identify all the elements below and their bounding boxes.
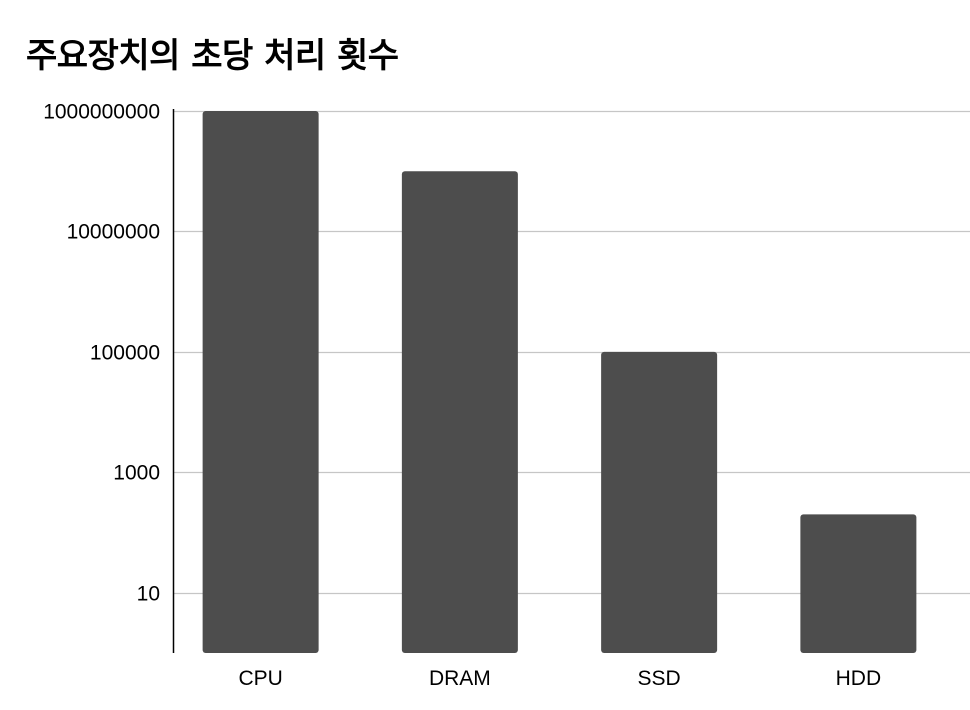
y-tick-label: 10000000 — [67, 221, 160, 244]
bars — [202, 111, 917, 653]
x-tick-label: DRAM — [429, 667, 491, 690]
y-tick-labels: 10 1000 100000 10000000 1000000000 — [43, 101, 160, 606]
y-tick-label: 1000 — [113, 462, 160, 485]
x-tick-labels: CPU DRAM SSD HDD — [238, 667, 881, 690]
bar-ssd — [601, 351, 718, 653]
y-tick-label: 10 — [137, 583, 160, 606]
x-tick-label: HDD — [836, 667, 882, 690]
bar-hdd — [800, 514, 917, 653]
x-tick-label: SSD — [638, 667, 681, 690]
chart-title: 주요장치의 초당 처리 횟수 — [26, 36, 399, 76]
y-tick-label: 1000000000 — [43, 101, 160, 124]
bar-dram — [401, 171, 518, 653]
y-tick-label: 100000 — [90, 342, 160, 365]
x-tick-label: CPU — [238, 667, 282, 690]
bar-cpu — [202, 111, 319, 653]
